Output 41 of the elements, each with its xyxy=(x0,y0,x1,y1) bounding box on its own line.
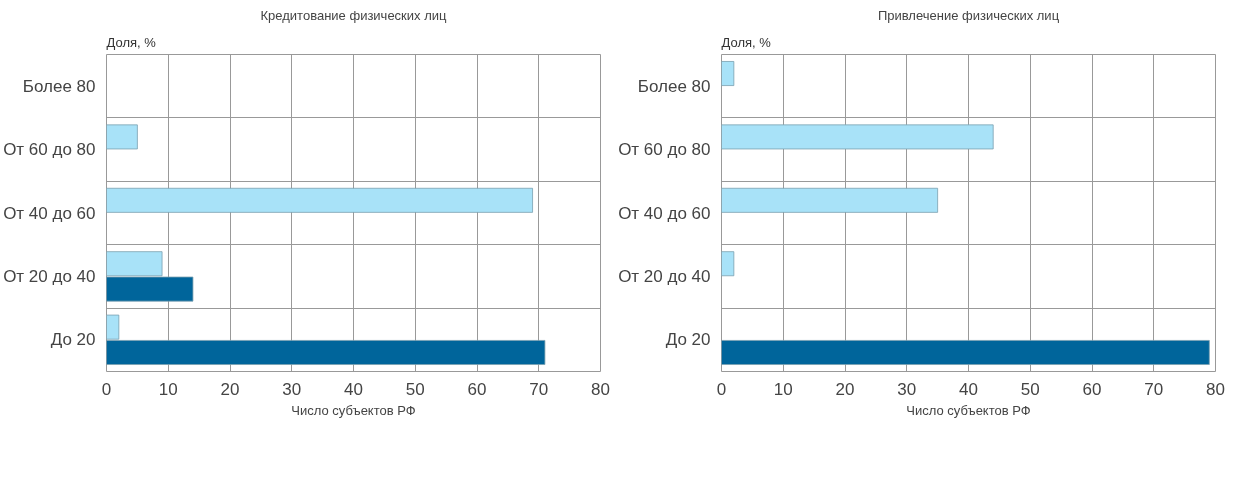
x-tick-label: 40 xyxy=(959,379,978,399)
bar xyxy=(721,187,939,213)
y-tick-label: Более 80 xyxy=(22,76,96,96)
x-tick-label: 0 xyxy=(716,379,727,399)
x-tick-label: 60 xyxy=(1082,379,1102,399)
bar xyxy=(721,61,735,86)
y-tick-label: От 20 до 40 xyxy=(618,266,711,286)
y-tick-label: От 20 до 40 xyxy=(3,266,96,286)
x-tick-label: 30 xyxy=(897,379,917,399)
x-tick-label: 0 xyxy=(101,379,112,399)
x-tick-label: 70 xyxy=(529,379,549,399)
y-tick-label: До 20 xyxy=(50,330,96,350)
y-tick-label: От 60 до 80 xyxy=(618,140,711,160)
bar xyxy=(721,251,735,277)
x-axis-title: Число субъектов РФ xyxy=(906,402,1031,418)
x-tick-label: 60 xyxy=(467,379,487,399)
x-tick-label: 10 xyxy=(773,379,793,399)
x-tick-label: 50 xyxy=(405,379,425,399)
chart-title: Кредитование физических лиц xyxy=(260,7,448,23)
y-tick-label: От 40 до 60 xyxy=(3,203,96,223)
x-axis-title: Число субъектов РФ xyxy=(291,402,416,418)
bar xyxy=(721,340,1210,365)
x-tick-label: 20 xyxy=(835,379,855,399)
y-tick-label: Более 80 xyxy=(637,76,711,96)
y-tick-label: От 60 до 80 xyxy=(3,140,96,160)
y-tick-label: От 40 до 60 xyxy=(618,203,711,223)
bar xyxy=(106,187,533,213)
y-axis-title: Доля, % xyxy=(721,34,772,50)
bar xyxy=(721,124,994,150)
y-axis-title: Доля, % xyxy=(106,34,157,50)
x-tick-label: 80 xyxy=(1206,379,1225,399)
bar xyxy=(106,124,138,150)
x-tick-label: 80 xyxy=(591,379,610,399)
x-tick-label: 30 xyxy=(282,379,302,399)
y-tick-label: До 20 xyxy=(665,330,711,350)
x-tick-label: 20 xyxy=(220,379,240,399)
x-tick-label: 40 xyxy=(344,379,363,399)
x-tick-label: 70 xyxy=(1144,379,1164,399)
x-tick-label: 50 xyxy=(1020,379,1040,399)
chart-title: Привлечение физических лиц xyxy=(877,7,1060,23)
x-tick-label: 10 xyxy=(158,379,178,399)
